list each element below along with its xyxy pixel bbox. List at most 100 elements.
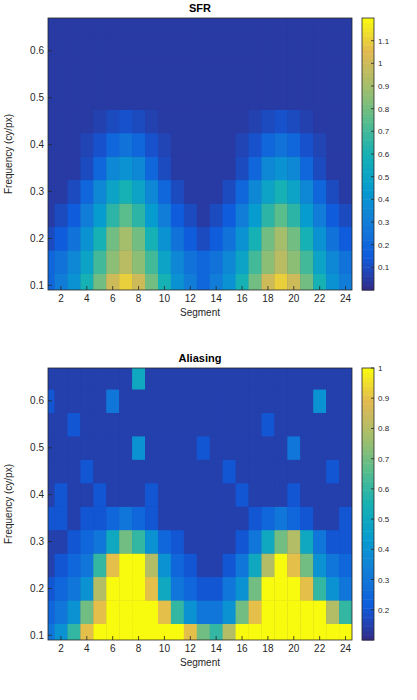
cell bbox=[326, 389, 339, 413]
x-tick-label: 22 bbox=[314, 643, 326, 654]
colorbar-step bbox=[362, 558, 374, 563]
cell bbox=[106, 86, 119, 110]
x-tick bbox=[216, 286, 217, 290]
cell bbox=[210, 203, 223, 227]
colorbar-step bbox=[362, 481, 374, 486]
cell bbox=[132, 250, 145, 274]
cells bbox=[48, 368, 352, 640]
cell bbox=[48, 203, 55, 227]
cell bbox=[184, 63, 197, 87]
cell bbox=[339, 553, 352, 577]
cell bbox=[171, 203, 184, 227]
cell bbox=[48, 553, 55, 577]
cell bbox=[184, 577, 197, 601]
cell bbox=[93, 483, 106, 507]
colorbar-tick bbox=[371, 579, 374, 580]
colorbar-tick-label: 0.6 bbox=[378, 485, 390, 494]
cell bbox=[274, 368, 287, 390]
cell bbox=[223, 436, 236, 460]
cell bbox=[274, 436, 287, 460]
colorbar-step bbox=[362, 18, 374, 23]
cell bbox=[313, 368, 326, 390]
cell bbox=[54, 436, 67, 460]
cell bbox=[145, 624, 158, 640]
cell bbox=[67, 39, 80, 63]
cell bbox=[158, 459, 171, 483]
cell bbox=[54, 530, 67, 554]
cell bbox=[261, 483, 274, 507]
x-tick bbox=[345, 636, 346, 640]
cell bbox=[48, 86, 55, 110]
cell bbox=[67, 274, 80, 290]
cell bbox=[132, 18, 145, 40]
cell bbox=[48, 530, 55, 554]
colorbar-step bbox=[362, 190, 374, 195]
cell bbox=[210, 530, 223, 554]
cell bbox=[67, 203, 80, 227]
cell bbox=[132, 413, 145, 437]
cell bbox=[300, 133, 313, 157]
cell bbox=[54, 389, 67, 413]
cell bbox=[171, 624, 184, 640]
cell bbox=[106, 368, 119, 390]
cell bbox=[210, 156, 223, 180]
colorbar-tick-label: 0.2 bbox=[378, 606, 390, 615]
cell bbox=[171, 250, 184, 274]
cell bbox=[106, 227, 119, 251]
cell bbox=[171, 577, 184, 601]
cell bbox=[249, 86, 262, 110]
cell bbox=[300, 413, 313, 437]
cell bbox=[171, 389, 184, 413]
cell bbox=[223, 389, 236, 413]
colorbar-step bbox=[362, 159, 374, 164]
cell bbox=[197, 506, 210, 530]
x-axis-title: Segment bbox=[180, 657, 220, 668]
cell bbox=[93, 553, 106, 577]
cell bbox=[67, 506, 80, 530]
cell bbox=[158, 577, 171, 601]
colorbar-step bbox=[362, 95, 374, 100]
cell bbox=[210, 506, 223, 530]
cell bbox=[326, 530, 339, 554]
plot-background bbox=[48, 368, 352, 640]
cell bbox=[80, 413, 93, 437]
colorbar-step bbox=[362, 613, 374, 618]
cell bbox=[119, 39, 132, 63]
cell bbox=[236, 577, 249, 601]
cell bbox=[249, 274, 262, 290]
figure: SFR246810121416182022240.10.20.30.40.50.… bbox=[0, 0, 417, 700]
colorbar-step bbox=[362, 222, 374, 227]
y-tick bbox=[48, 447, 52, 448]
cell bbox=[158, 436, 171, 460]
cell bbox=[197, 368, 210, 390]
cell bbox=[300, 436, 313, 460]
x-tick-label: 18 bbox=[262, 643, 274, 654]
x-tick-label: 24 bbox=[340, 293, 352, 304]
cell bbox=[54, 368, 67, 390]
cell bbox=[106, 553, 119, 577]
cell bbox=[67, 368, 80, 390]
plot-frame bbox=[48, 368, 352, 640]
x-tick bbox=[86, 286, 87, 290]
cell bbox=[93, 227, 106, 251]
cell bbox=[197, 389, 210, 413]
cell bbox=[210, 600, 223, 624]
cell bbox=[80, 156, 93, 180]
cell bbox=[106, 39, 119, 63]
cell bbox=[261, 227, 274, 251]
cell bbox=[326, 156, 339, 180]
x-tick-label: 2 bbox=[58, 643, 64, 654]
cell bbox=[67, 577, 80, 601]
cell bbox=[236, 203, 249, 227]
cell bbox=[80, 250, 93, 274]
colorbar-step bbox=[362, 41, 374, 46]
colorbar-step bbox=[362, 513, 374, 518]
cell bbox=[132, 368, 145, 390]
x-tick-label: 6 bbox=[110, 293, 116, 304]
cell bbox=[171, 459, 184, 483]
x-tick bbox=[138, 286, 139, 290]
cell bbox=[184, 530, 197, 554]
y-axis-title: Frequency (cy/px) bbox=[3, 464, 14, 544]
cell bbox=[287, 180, 300, 204]
cell bbox=[339, 274, 352, 290]
